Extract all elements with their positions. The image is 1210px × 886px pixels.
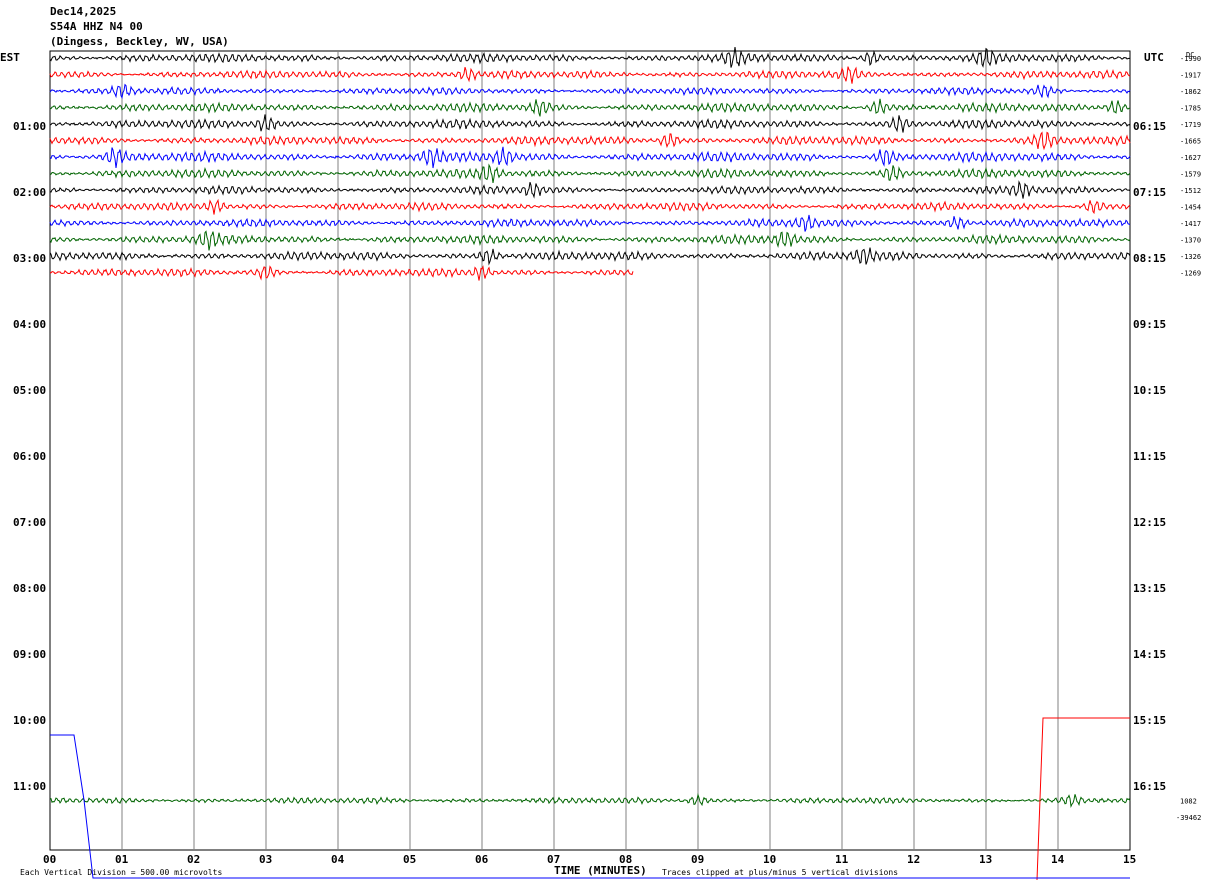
utc-hour-label: 14:15	[1133, 648, 1166, 661]
x-tick-label: 13	[979, 853, 992, 866]
est-hour-label: 06:00	[13, 450, 46, 463]
axis-labels: 00 01 02 03 04 05 06 07 08 09 10 11 12 13 14 15 01:00 06:…	[13, 55, 1201, 866]
dc-offset-label: -1417	[1180, 220, 1201, 228]
dc-offset-label: -1627	[1180, 154, 1201, 162]
clipped-step-trace	[1036, 717, 1130, 881]
dc-offset-label: 1082	[1180, 798, 1197, 806]
utc-hour-label: 16:15	[1133, 780, 1166, 793]
est-hour-label: 11:00	[13, 780, 46, 793]
utc-hour-label: 15:15	[1133, 714, 1166, 727]
utc-hour-label: 06:15	[1133, 120, 1166, 133]
trace-line	[49, 198, 1131, 215]
minute-grid	[49, 50, 1131, 851]
x-tick-label: 03	[259, 853, 272, 866]
trace-line	[49, 131, 1131, 151]
est-hour-label: 04:00	[13, 318, 46, 331]
utc-hour-label: 08:15	[1133, 252, 1166, 265]
est-hour-label: 10:00	[13, 714, 46, 727]
clip-note: Traces clipped at plus/minus 5 vertical …	[662, 868, 898, 877]
dc-offset-label: -1785	[1180, 105, 1201, 113]
dc-offset-label: -1665	[1180, 138, 1201, 146]
right-zone-label: UTC	[1144, 51, 1164, 64]
trace-line	[49, 114, 1131, 133]
x-tick-label: 06	[475, 853, 489, 866]
trace-line	[49, 265, 634, 281]
left-zone-label: EST	[0, 51, 20, 64]
utc-hour-label: 09:15	[1133, 318, 1166, 331]
utc-hour-label: 13:15	[1133, 582, 1166, 595]
plot-date: Dec14,2025	[50, 5, 117, 18]
x-tick-label: 12	[907, 853, 920, 866]
dc-header: DC	[1186, 51, 1194, 59]
trace-line	[49, 66, 1131, 84]
dc-offset-label: -1579	[1180, 171, 1201, 179]
dc-offset-label: -1512	[1180, 187, 1201, 195]
dc-offset-label: -1454	[1180, 204, 1201, 212]
trace-line	[49, 230, 1131, 251]
seismic-traces	[49, 47, 1131, 881]
x-tick-label: 02	[187, 853, 200, 866]
x-tick-label: 07	[547, 853, 560, 866]
est-hour-label: 08:00	[13, 582, 46, 595]
est-hour-label: 01:00	[13, 120, 46, 133]
est-hour-label: 07:00	[13, 516, 46, 529]
x-tick-label: 15	[1123, 853, 1136, 866]
utc-hour-label: 12:15	[1133, 516, 1166, 529]
dc-offset-label: -39462	[1176, 814, 1201, 822]
est-hour-label: 05:00	[13, 384, 46, 397]
plot-frame	[49, 50, 1131, 851]
dc-offset-label: -1326	[1180, 253, 1201, 261]
dc-offset-label: -1862	[1180, 88, 1201, 96]
x-tick-label: 10	[763, 853, 776, 866]
x-tick-label: 08	[619, 853, 632, 866]
dc-offset-label: -1917	[1180, 72, 1201, 80]
station-location: (Dingess, Beckley, WV, USA)	[50, 35, 229, 48]
trace-line	[49, 180, 1131, 199]
dc-offset-label: -1370	[1180, 237, 1201, 245]
trace-line	[50, 793, 1131, 808]
dc-offset-label: -1719	[1180, 121, 1201, 129]
x-tick-label: 11	[835, 853, 849, 866]
station-code: S54A HHZ N4 00	[50, 20, 143, 33]
x-tick-label: 04	[331, 853, 345, 866]
trace-line	[49, 98, 1130, 117]
trace-line	[49, 146, 1131, 169]
trace-line	[49, 247, 1131, 266]
utc-hour-label: 11:15	[1133, 450, 1166, 463]
dc-offset-label: -1990	[1180, 55, 1201, 63]
x-tick-label: 05	[403, 853, 416, 866]
est-hour-label: 03:00	[13, 252, 46, 265]
scale-note: Each Vertical Division = 500.00 microvol…	[20, 868, 222, 877]
trace-line	[49, 163, 1131, 183]
est-hour-label: 09:00	[13, 648, 46, 661]
x-axis-title: TIME (MINUTES)	[554, 864, 647, 877]
x-tick-label: 01	[115, 853, 129, 866]
x-tick-label: 09	[691, 853, 704, 866]
trace-line	[49, 214, 1131, 232]
trace-line	[49, 47, 1131, 68]
x-tick-label: 00	[43, 853, 56, 866]
trace-line	[49, 83, 1131, 100]
utc-hour-label: 10:15	[1133, 384, 1166, 397]
dc-offset-label: -1269	[1180, 270, 1201, 278]
x-tick-label: 14	[1051, 853, 1065, 866]
utc-hour-label: 07:15	[1133, 186, 1166, 199]
est-hour-label: 02:00	[13, 186, 46, 199]
clipped-step-trace	[50, 734, 1130, 879]
